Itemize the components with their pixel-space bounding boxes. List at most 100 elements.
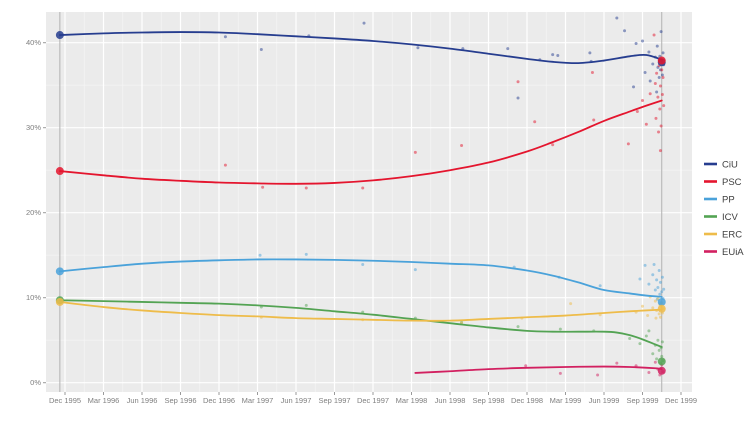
poll-point-pp [651, 273, 655, 277]
poll-point-ciu [655, 90, 659, 94]
poll-point-pp [656, 286, 660, 289]
poll-point-psc [635, 110, 639, 114]
x-tick-label: Mar 1999 [550, 396, 582, 405]
x-tick-label: Mar 1996 [88, 396, 120, 405]
trend-line-euia [414, 365, 663, 374]
poll-point-icv [638, 342, 642, 346]
poll-point-psc [551, 143, 555, 147]
poll-point-erc [569, 302, 573, 306]
poll-point-psc [533, 120, 537, 124]
poll-point-icv [660, 354, 664, 358]
legend-label-icv: ICV [722, 212, 739, 223]
x-tick-label: Mar 1997 [242, 396, 274, 405]
trend-line-icv [58, 299, 663, 348]
legend-item-ciu: CiU [704, 160, 738, 171]
poll-point-psc [361, 186, 365, 190]
poll-point-ciu [651, 62, 655, 66]
poll-point-pp [258, 253, 262, 257]
poll-point-euia [615, 361, 619, 365]
x-tick-label: Dec 1999 [665, 396, 697, 405]
poll-point-pp [658, 280, 662, 284]
legend-label-pp: PP [722, 195, 735, 206]
poll-point-ciu [643, 70, 647, 74]
poll-point-icv [516, 325, 520, 329]
trend-line-ciu [58, 31, 663, 65]
poll-point-pp [657, 269, 661, 272]
poll-point-psc [655, 71, 659, 75]
x-tick-label: Sep 1997 [318, 396, 350, 405]
poll-point-psc [641, 99, 644, 102]
poll-point-ciu [655, 44, 659, 48]
poll-point-ciu [588, 51, 592, 55]
poll-point-erc [651, 306, 655, 310]
election-result-dot-erc [657, 304, 666, 313]
poll-point-psc [460, 144, 464, 148]
poll-point-pp [647, 282, 651, 286]
poll-point-pp [361, 263, 365, 267]
poll-point-psc [657, 130, 661, 134]
poll-point-euia [647, 371, 651, 374]
legend-label-euia: EUiA [722, 247, 744, 258]
poll-point-ciu [647, 50, 651, 54]
poll-point-icv [657, 348, 661, 352]
legend-item-icv: ICV [704, 212, 739, 223]
poll-point-psc [261, 185, 265, 189]
poll-point-pp [658, 292, 662, 296]
poll-point-erc [657, 312, 661, 316]
poll-point-ciu [660, 73, 664, 77]
poll-point-icv [644, 334, 648, 338]
y-tick-label: 30% [26, 123, 41, 132]
poll-point-pp [660, 290, 664, 294]
poll-point-ciu [661, 51, 665, 55]
election-result-dot-euia [657, 366, 666, 375]
poll-point-ciu [659, 30, 663, 34]
y-tick-label: 20% [26, 208, 41, 217]
y-tick-label: 40% [26, 38, 41, 47]
poll-point-psc [648, 92, 652, 96]
election-result-dot-ciu [55, 31, 64, 40]
poll-point-euia [558, 371, 562, 375]
x-tick-label: Sep 1999 [626, 396, 658, 405]
x-tick-label: Jun 1996 [127, 396, 158, 405]
poll-point-erc [656, 297, 660, 301]
poll-point-psc [659, 124, 663, 128]
poll-point-ciu [223, 35, 227, 39]
poll-point-psc [654, 116, 658, 120]
poll-point-pp [652, 263, 656, 267]
poll-point-ciu [551, 53, 555, 57]
poll-point-ciu [634, 42, 638, 46]
poll-point-euia [653, 360, 657, 364]
poll-point-psc [590, 70, 594, 74]
legend-item-psc: PSC [704, 177, 742, 188]
poll-point-icv [660, 340, 664, 344]
poll-point-psc [516, 80, 520, 84]
x-tick-label: Jun 1998 [435, 396, 466, 405]
poll-point-ciu [641, 39, 644, 43]
election-result-dot-erc [55, 297, 64, 306]
poll-point-psc [652, 33, 656, 37]
x-tick-label: Dec 1998 [511, 396, 543, 405]
poll-point-erc [658, 315, 662, 319]
poll-point-psc [626, 142, 630, 146]
poll-point-psc [658, 84, 662, 88]
legend-label-ciu: CiU [722, 160, 738, 171]
poll-point-psc [223, 163, 227, 167]
poll-point-ciu [362, 21, 366, 25]
poll-point-icv [651, 352, 655, 356]
poll-point-pp [655, 278, 659, 282]
legend-item-euia: EUiA [704, 247, 744, 258]
poll-point-icv [304, 303, 308, 307]
x-tick-label: Mar 1998 [396, 396, 428, 405]
poll-point-ciu [623, 29, 627, 33]
poll-point-psc [661, 76, 665, 80]
election-result-dot-psc [657, 56, 666, 65]
x-tick-label: Sep 1998 [472, 396, 504, 405]
poll-point-psc [660, 68, 664, 72]
poll-point-ciu [416, 46, 420, 50]
poll-point-ciu [657, 76, 661, 80]
poll-point-erc [646, 314, 650, 318]
poll-point-icv [655, 357, 659, 361]
poll-point-psc [658, 107, 662, 111]
